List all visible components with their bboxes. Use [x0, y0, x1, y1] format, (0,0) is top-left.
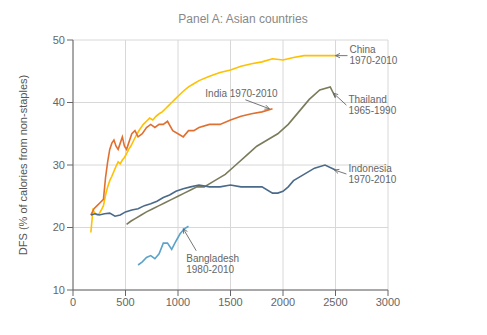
svg-text:30: 30 [53, 159, 65, 171]
html-text:Panel A: Asian countries: Panel A: Asian countries [178, 12, 308, 26]
svg-text:50: 50 [53, 34, 65, 46]
svg-text:20: 20 [53, 221, 65, 233]
svg-text:2000: 2000 [271, 296, 295, 308]
svg-text:DFS (% of calories from non-st: DFS (% of calories from non-staples) [17, 75, 29, 255]
svg-text:China1970-2010: China1970-2010 [350, 44, 398, 66]
svg-text:40: 40 [53, 96, 65, 108]
svg-text:Thailand1965-1990: Thailand1965-1990 [348, 93, 396, 115]
svg-text:1500: 1500 [218, 296, 242, 308]
svg-text:0: 0 [70, 296, 76, 308]
svg-text:500: 500 [116, 296, 134, 308]
svg-text:3000: 3000 [376, 296, 400, 308]
svg-text:2500: 2500 [323, 296, 347, 308]
svg-text:1000: 1000 [166, 296, 190, 308]
svg-text:10: 10 [53, 284, 65, 296]
svg-text:Indonesia1970-2010: Indonesia1970-2010 [348, 162, 396, 184]
svg-text:India 1970-2010: India 1970-2010 [205, 87, 278, 98]
svg-text:Bangladesh1980-2010: Bangladesh1980-2010 [186, 253, 239, 275]
